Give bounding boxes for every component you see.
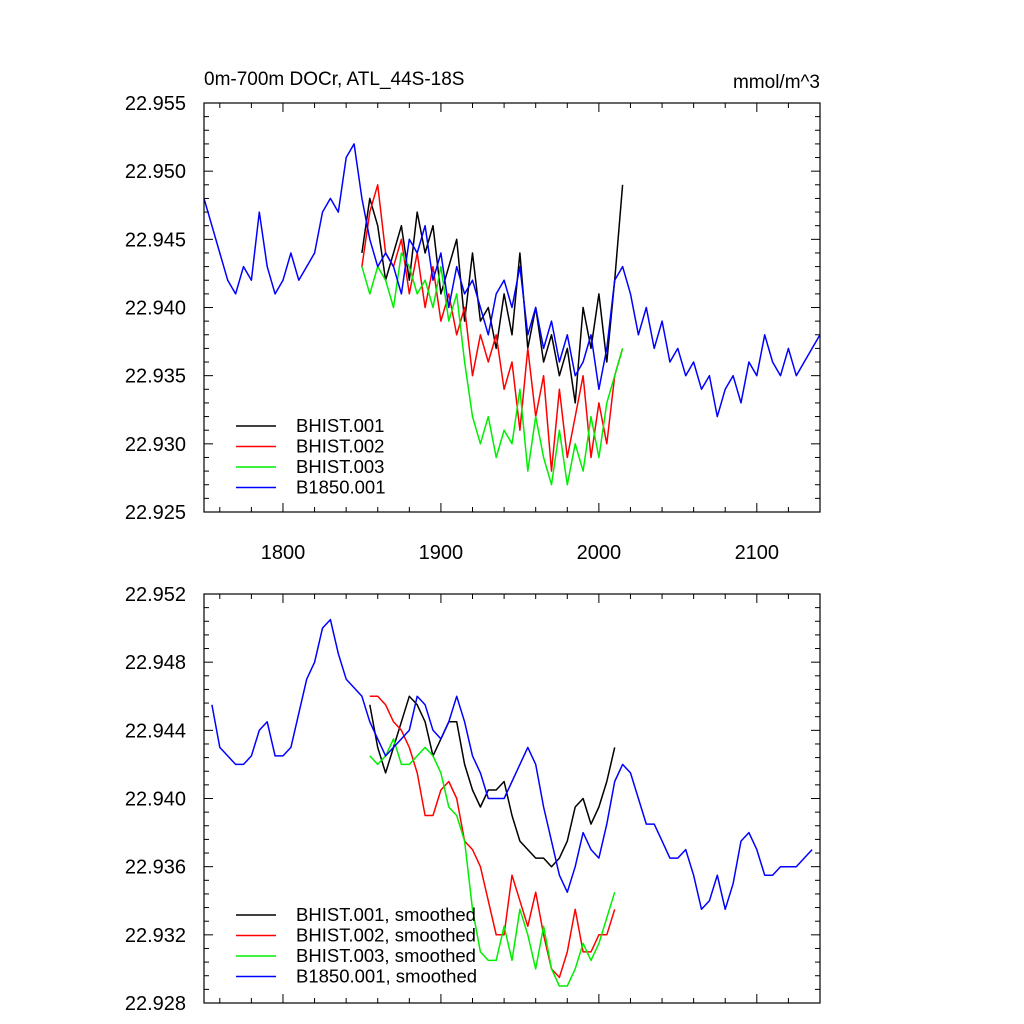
top-series-line-0 [361,184,624,404]
top-x-tick-label: 1800 [261,542,306,564]
bottom-series-line-2 [369,738,616,987]
top-legend-label-2: BHIST.003 [296,456,384,477]
top-y-tick-labels: 22.925 22.930 22.935 22.940 22.945 22.950 22.9… [125,93,186,524]
top-plot-frame [203,102,821,513]
top-y-tick-label: 22.940 [125,298,186,320]
top-series-line-3 [203,143,821,418]
top-y-tick-label: 22.930 [125,434,186,456]
bottom-series-line-0 [369,695,616,868]
bottom-legend-label-2: BHIST.003, smoothed [296,945,476,966]
top-y-tick-label: 22.950 [125,161,186,183]
bottom-y-tick-label: 22.952 [125,584,186,606]
units-label: mmol/m^3 [733,72,820,93]
top-legend-label-0: BHIST.001 [296,415,384,436]
top-series-line-2 [361,252,624,486]
chart-title: 0m-700m DOCr, ATL_44S-18S [204,69,464,90]
bottom-y-tick-labels: 22.928 22.932 22.936 22.940 22.944 22.948 22.9… [125,584,186,1015]
top-x-tick-label: 2000 [577,542,622,564]
bottom-legend-label-0: BHIST.001, smoothed [296,904,476,925]
top-panel: 0m-700m DOCr, ATL_44S-18S mmol/m^3 22.92… [125,69,821,564]
bottom-y-tick-label: 22.940 [125,789,186,811]
bottom-panel: 22.928 22.932 22.936 22.940 22.944 22.948 22.9… [125,584,821,1015]
bottom-axis-ticks [204,593,821,1004]
bottom-y-tick-label: 22.928 [125,993,186,1015]
top-x-tick-label: 2100 [735,542,780,564]
bottom-y-tick-label: 22.936 [125,857,186,879]
top-y-tick-label: 22.955 [125,93,186,115]
top-y-tick-label: 22.925 [125,502,186,524]
top-legend-label-3: B1850.001 [296,477,386,498]
bottom-legend-label-1: BHIST.002, smoothed [296,925,476,946]
top-legend-label-1: BHIST.002 [296,436,384,457]
bottom-y-tick-label: 22.932 [125,925,186,947]
bottom-series-lines [211,618,813,987]
top-y-tick-label: 22.945 [125,229,186,251]
bottom-plot-frame [203,593,821,1004]
bottom-legend-label-3: B1850.001, smoothed [296,966,477,987]
top-series-lines [203,143,821,486]
bottom-y-tick-label: 22.948 [125,652,186,674]
top-y-tick-label: 22.935 [125,366,186,388]
top-x-tick-label: 1900 [419,542,464,564]
top-x-tick-labels: 1800 1900 2000 2100 [261,542,779,564]
bottom-series-line-1 [369,695,616,979]
bottom-series-line-3 [211,618,813,911]
bottom-y-tick-label: 22.944 [125,720,186,742]
